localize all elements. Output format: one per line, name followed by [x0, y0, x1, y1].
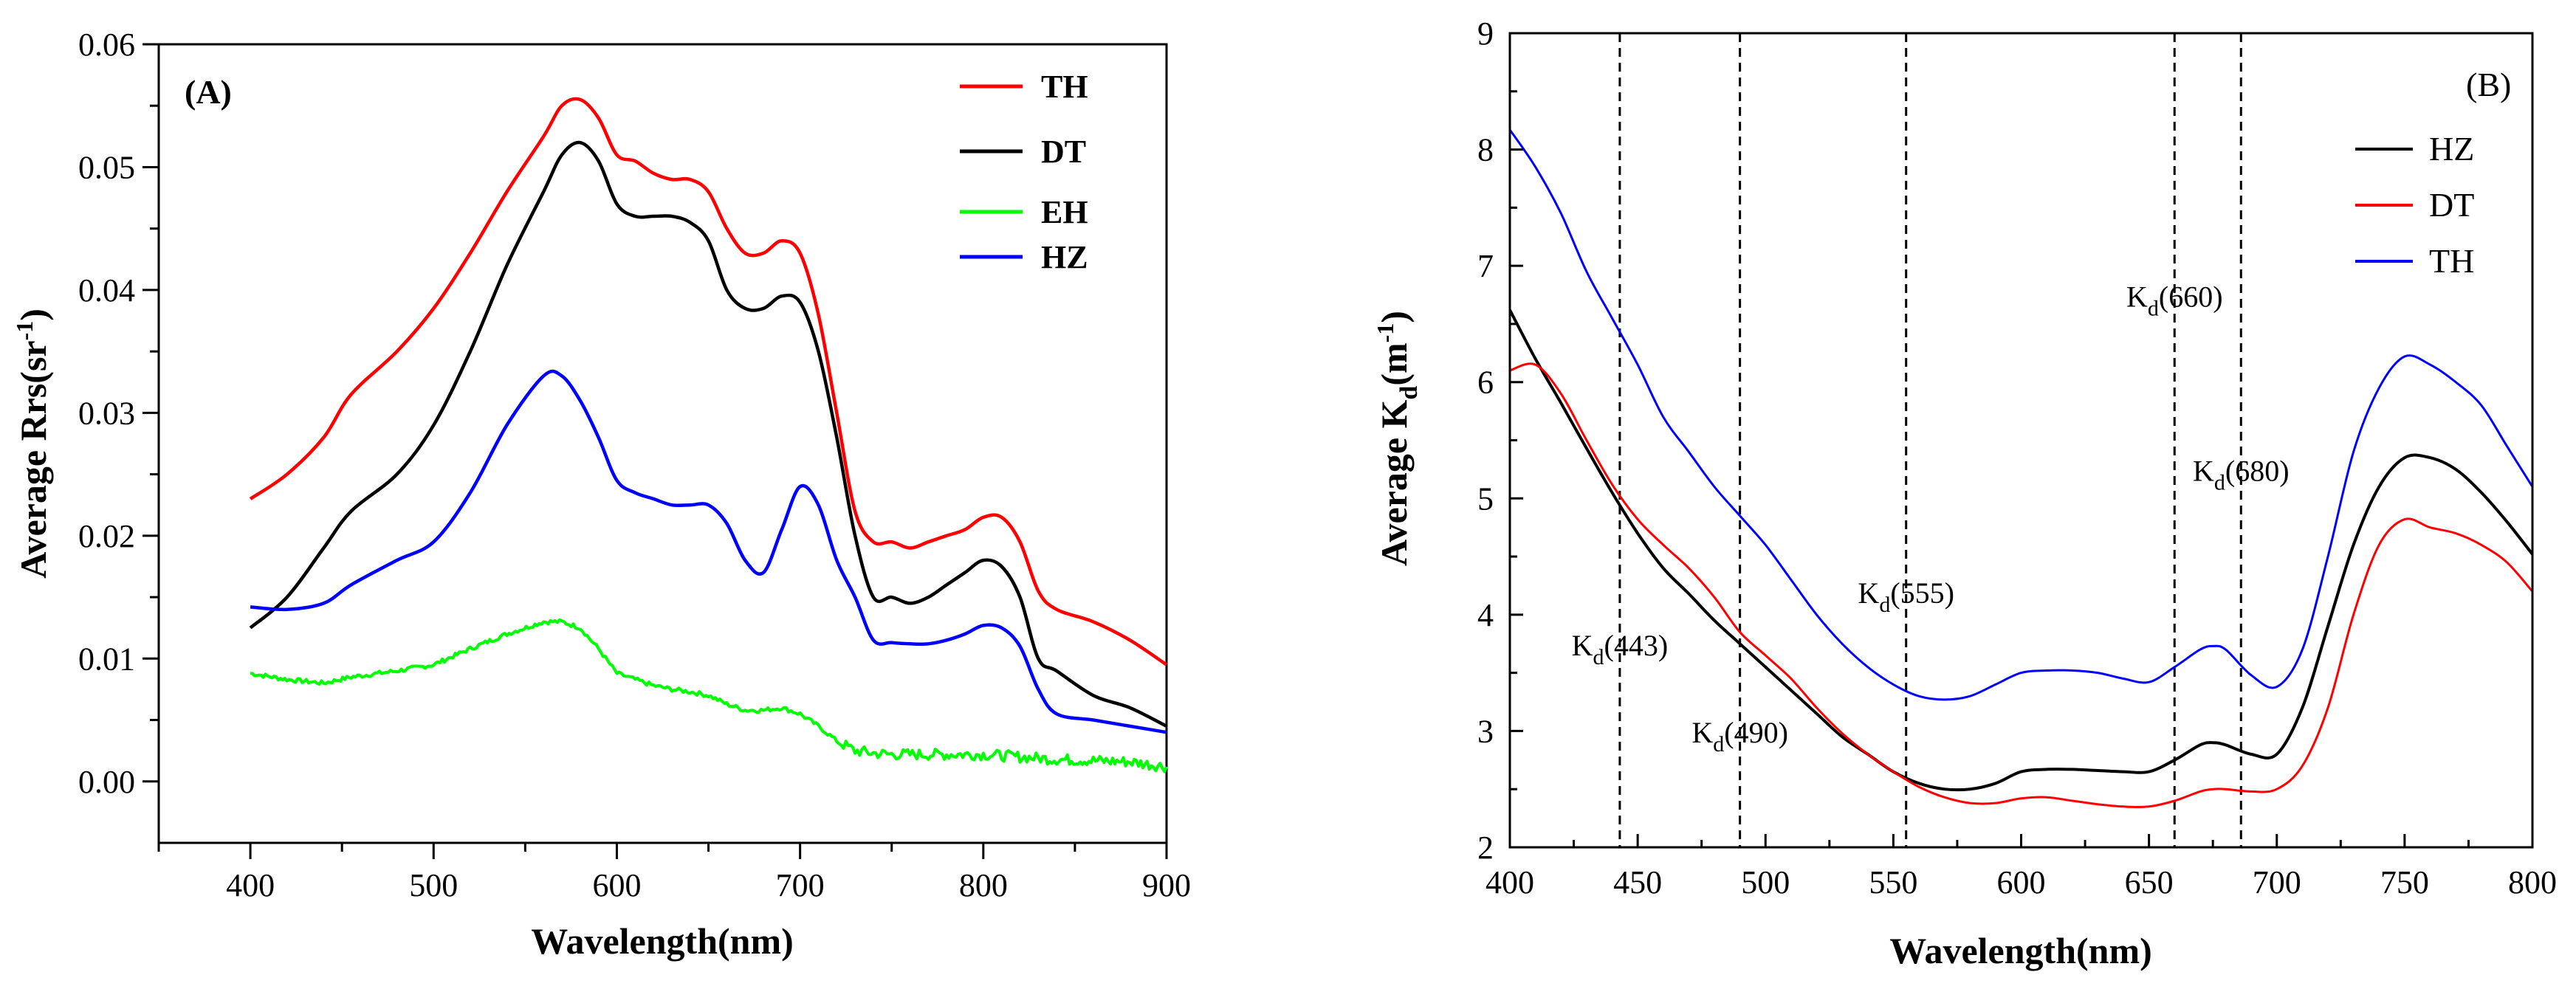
legend-b-dt-label: DT	[2429, 186, 2474, 224]
panel-a-x-tick-label: 700	[776, 867, 825, 903]
series-line-hz	[250, 369, 1167, 734]
panel-b-x-tick-label: 750	[2380, 864, 2429, 900]
legend-a-eh-label: EH	[1041, 194, 1088, 230]
panel-b-annotations: Kd(443) Kd(490) Kd(555) Kd(660) Kd(680)	[1572, 280, 2290, 757]
panel-b-y-tick-label: 9	[1477, 15, 1494, 52]
panel-a-y-tick-label: 0.03	[78, 395, 135, 431]
legend-a-hz-label: HZ	[1041, 239, 1088, 275]
panel-b-x-tick-label: 800	[2508, 864, 2557, 900]
annotation-kd660: Kd(660)	[2126, 280, 2223, 320]
panel-b: 400 450 500 550 600 650 700 750 800 2 3 4 5 6 7 8 9 Kd(…	[1372, 15, 2557, 971]
annotation-kd443: Kd(443)	[1572, 629, 1669, 669]
panel-b-legend: HZ DT TH	[2355, 130, 2474, 280]
panel-a-y-tick-label: 0.01	[78, 641, 135, 677]
panel-b-y-axis-title: Average Kd(m-1)	[1372, 311, 1423, 566]
legend-a-th-label: TH	[1041, 69, 1088, 105]
panel-a-x-tick-label: 800	[959, 867, 1008, 903]
panel-b-frame	[1508, 32, 2534, 849]
panel-b-x-tick-label: 450	[1613, 864, 1662, 900]
panel-a-y-tick-label: 0.02	[78, 518, 135, 554]
panel-a-x-tick-label: 600	[592, 867, 641, 903]
panel-b-y-tick-label: 8	[1477, 132, 1494, 168]
panel-b-series	[1508, 128, 2534, 809]
annotation-kd555: Kd(555)	[1858, 576, 1954, 617]
panel-b-x-ticks: 400 450 500 550 600 650 700 750 800	[1486, 834, 2557, 900]
legend-b-hz-label: HZ	[2429, 130, 2474, 168]
panel-b-x-tick-label: 650	[2125, 864, 2174, 900]
series-line-hz	[1508, 309, 2534, 792]
panel-b-y-tick-label: 7	[1477, 248, 1494, 284]
panel-b-x-tick-label: 600	[1997, 864, 2046, 900]
panel-b-x-tick-label: 500	[1741, 864, 1790, 900]
series-line-th	[249, 97, 1168, 666]
panel-b-x-tick-label: 700	[2253, 864, 2301, 900]
panel-a-x-axis-title: Wavelength(nm)	[531, 920, 794, 962]
panel-a-y-tick-label: 0.00	[78, 764, 135, 800]
panel-a-x-tick-label: 500	[409, 867, 458, 903]
panel-a-y-tick-label: 0.04	[78, 272, 135, 309]
panel-a-y-ticks: 0.00 0.01 0.02 0.03 0.04 0.05 0.06	[78, 27, 159, 800]
panel-b-x-tick-label: 400	[1486, 864, 1534, 900]
panel-a-x-ticks: 400 500 600 700 800 900	[157, 843, 1191, 903]
panel-b-y-ticks: 2 3 4 5 6 7 8 9	[1477, 15, 1523, 866]
panel-a-label: (A)	[185, 73, 232, 111]
panel-b-y-tick-label: 3	[1477, 713, 1494, 749]
panel-a-x-tick-label: 900	[1142, 867, 1191, 903]
panel-b-reference-lines	[1618, 33, 2242, 847]
panel-a-frame	[157, 43, 1168, 844]
panel-a: 400 500 600 700 800 900 0.000.010.020.030.040…	[11, 27, 1191, 962]
panel-a-y-tick-label: 0.05	[78, 149, 135, 185]
panel-b-y-tick-label: 5	[1477, 480, 1494, 517]
panel-a-y-tick-label: 0.06	[78, 27, 135, 63]
panel-b-y-tick-label: 6	[1477, 365, 1494, 401]
panel-b-x-axis-title: Wavelength(nm)	[1889, 930, 2152, 971]
annotation-kd490: Kd(490)	[1691, 716, 1788, 757]
series-line-dt	[1509, 362, 2534, 809]
series-line-eh	[250, 618, 1168, 773]
panel-b-x-tick-label: 550	[1869, 864, 1917, 900]
panel-b-y-tick-label: 4	[1477, 597, 1494, 633]
panel-b-label: (B)	[2466, 66, 2511, 103]
annotation-kd680: Kd(680)	[2193, 455, 2290, 495]
legend-b-th-label: TH	[2429, 242, 2474, 280]
series-line-th	[1508, 128, 2534, 701]
panel-a-series	[249, 97, 1168, 773]
series-line-dt	[249, 140, 1168, 728]
panel-b-y-tick-label: 2	[1477, 830, 1494, 866]
panel-a-legend: TH DT EH HZ	[960, 69, 1088, 275]
panel-a-x-tick-label: 400	[226, 867, 275, 903]
panel-a-y-axis-title: Average Rrs(sr-1)	[11, 309, 54, 579]
legend-a-dt-label: DT	[1041, 134, 1086, 170]
